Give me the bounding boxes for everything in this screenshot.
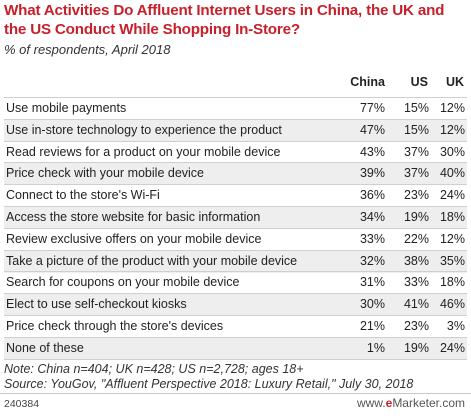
cell-china: 30% [359, 297, 385, 312]
cell-us: 33% [403, 275, 429, 290]
row-divider [4, 162, 467, 164]
table-row: Review exclusive offers on your mobile d… [4, 229, 467, 251]
cell-uk: 12% [439, 101, 465, 115]
chart-note: Note: China n=404; UK n=428; US n=2,728;… [4, 362, 304, 376]
cell-china: 1% [366, 340, 385, 355]
row-divider [4, 271, 467, 273]
row-label: Connect to the store's Wi-Fi [6, 188, 160, 203]
table-row: Price check with your mobile device 39% 37… [4, 163, 467, 186]
chart-source: Source: YouGov, "Affluent Perspective 20… [4, 377, 414, 391]
brand-prefix: www. [356, 396, 386, 410]
row-label: Take a picture of the product with your … [6, 253, 298, 268]
cell-us: 22% [403, 231, 429, 246]
row-label: Review exclusive offers on your mobile d… [6, 231, 262, 246]
table-row: Read reviews for a product on your mobil… [4, 142, 467, 164]
table-row: Search for coupons on your mobile device… [4, 272, 467, 294]
cell-uk: 35% [439, 253, 465, 268]
cell-us: 38% [403, 253, 429, 268]
row-label: Use mobile payments [6, 101, 127, 115]
table-row: Take a picture of the product with your … [4, 250, 467, 273]
footer-divider [0, 393, 471, 394]
cell-china: 39% [359, 166, 385, 181]
cell-china: 31% [359, 275, 385, 290]
table-row: Access the store website for basic infor… [4, 207, 467, 229]
cell-china: 34% [359, 210, 385, 224]
cell-china: 36% [359, 188, 385, 203]
row-label: Access the store website for basic infor… [6, 210, 261, 224]
row-divider [4, 315, 467, 316]
emarketer-logo[interactable]: www.eMarketer.com [357, 396, 465, 410]
table-row: Elect to use self-checkout kiosks 30% 41% 4… [4, 294, 467, 317]
cell-china: 43% [359, 144, 385, 159]
row-divider [4, 227, 467, 229]
cell-china: 32% [359, 253, 385, 268]
column-header-uk: UK [445, 75, 464, 89]
row-divider [4, 336, 467, 338]
cell-china: 33% [359, 231, 385, 246]
cell-uk: 40% [439, 166, 465, 181]
cell-uk: 12% [439, 122, 465, 137]
cell-uk: 30% [439, 144, 465, 159]
column-header-china: China [350, 75, 385, 89]
table-row: Use mobile payments 77% 15% 12% [4, 98, 467, 120]
cell-us: 41% [403, 297, 429, 312]
row-divider [4, 140, 467, 142]
cell-us: 19% [403, 210, 429, 224]
cell-uk: 12% [439, 231, 465, 246]
row-label: None of these [6, 340, 84, 355]
row-label: Price check through the store's devices [6, 319, 224, 333]
cell-us: 37% [403, 166, 429, 181]
cell-china: 21% [359, 319, 385, 333]
header-divider [4, 97, 467, 98]
cell-uk: 24% [439, 188, 465, 203]
column-header-us: US [410, 75, 428, 89]
chart-title: What Activities Do Affluent Internet Use… [4, 2, 445, 38]
row-label: Use in-store technology to experience th… [6, 122, 282, 137]
cell-china: 77% [359, 101, 385, 115]
cell-us: 23% [403, 319, 429, 333]
row-label: Elect to use self-checkout kiosks [6, 297, 187, 312]
table-row: None of these 1% 19% 24% [4, 337, 467, 360]
cell-uk: 46% [439, 297, 465, 312]
chart-subtitle: % of respondents, April 2018 [4, 42, 171, 57]
cell-uk: 3% [446, 319, 465, 333]
row-label: Price check with your mobile device [6, 166, 204, 181]
cell-us: 19% [403, 340, 429, 355]
brand-rest: Marketer.com [392, 396, 465, 410]
row-label: Read reviews for a product on your mobil… [6, 144, 281, 159]
table-row: Use in-store technology to experience th… [4, 119, 467, 142]
chart-id: 240384 [4, 398, 40, 410]
brand-e: e [385, 396, 393, 410]
cell-us: 15% [403, 101, 429, 115]
table-row: Price check through the store's devices 2… [4, 316, 467, 338]
cell-us: 15% [403, 122, 429, 137]
cell-us: 37% [403, 144, 429, 159]
cell-us: 23% [403, 188, 429, 203]
row-label: Search for coupons on your mobile device [6, 275, 240, 290]
row-divider [4, 184, 467, 186]
row-divider [4, 118, 467, 120]
cell-uk: 24% [439, 340, 465, 355]
row-divider [4, 249, 467, 251]
row-divider [4, 293, 467, 295]
row-divider [4, 358, 467, 360]
cell-uk: 18% [439, 275, 465, 290]
cell-uk: 18% [439, 210, 465, 224]
cell-china: 47% [359, 122, 385, 137]
table-row: Connect to the store's Wi-Fi 36% 23% 24% [4, 185, 467, 207]
row-divider [4, 206, 467, 207]
